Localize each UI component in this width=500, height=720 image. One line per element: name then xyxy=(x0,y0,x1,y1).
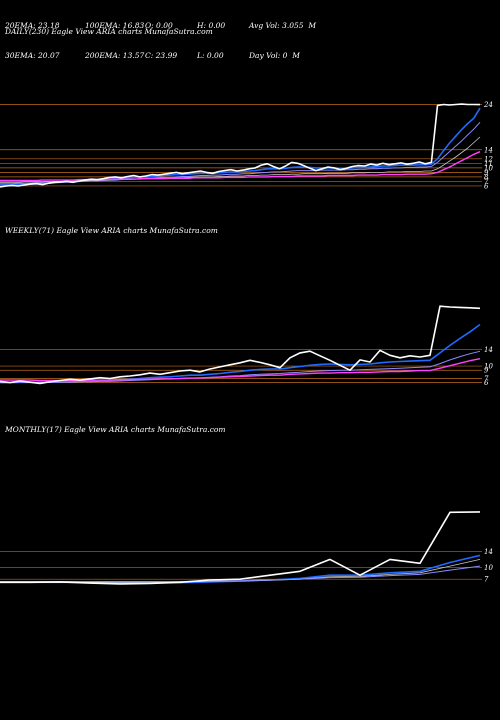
daily-ema-long-line xyxy=(0,151,481,182)
daily-y-tick-label: 10 xyxy=(484,164,493,172)
weekly-y-tick-label: 10 xyxy=(484,363,493,371)
stat-30ema: 30EMA: 20.07 xyxy=(5,51,60,60)
weekly-price-line xyxy=(0,305,481,385)
weekly-y-tick-label: 7 xyxy=(484,375,489,383)
monthly-panel: 14 10 7 xyxy=(0,511,493,585)
stat-200ema: 200EMA: 13.57 xyxy=(85,51,145,60)
daily-y-tick-label: 12 xyxy=(484,155,493,163)
daily-y-tick-label: 11 xyxy=(484,160,493,168)
weekly-panel-title: WEEKLY(71) Eagle View ARIA charts Munafa… xyxy=(5,226,218,235)
weekly-ema-medium-line xyxy=(0,350,481,384)
monthly-ema-medium-line xyxy=(0,565,481,582)
stat-close: C: 23.99 xyxy=(145,51,178,60)
header-row-2: 30EMA: 20.07 200EMA: 13.57C: 23.99 L: 0.00… xyxy=(5,51,329,61)
daily-y-tick-label: 8 xyxy=(484,173,489,181)
daily-y-tick-label: 6 xyxy=(484,182,489,190)
daily-price-line xyxy=(0,103,481,188)
stat-avg-vol: Avg Vol: 3.055 M xyxy=(249,21,317,30)
monthly-y-tick-label: 14 xyxy=(484,548,493,556)
stat-low: L: 0.00 xyxy=(197,51,224,60)
monthly-y-tick-label: 10 xyxy=(484,564,493,572)
stat-20ema: 20EMA: 23.18 xyxy=(5,21,60,30)
weekly-y-tick-label: 14 xyxy=(484,346,493,354)
header-stats: 20EMA: 23.18 100EMA: 16.83O: 0.00 H: 0.00 A… xyxy=(5,1,329,71)
monthly-panel-title: MONTHLY(17) Eagle View ARIA charts Munaf… xyxy=(5,425,226,434)
header-row-1: 20EMA: 23.18 100EMA: 16.83O: 0.00 H: 0.00 A… xyxy=(5,21,329,31)
stat-100ema: 100EMA: 16.83 xyxy=(85,21,145,30)
daily-y-tick-label: 7 xyxy=(484,178,489,186)
daily-panel-title: DAILY(230) Eagle View ARIA charts Munafa… xyxy=(5,27,213,36)
daily-ema-grey-line xyxy=(0,136,481,183)
stat-high: H: 0.00 xyxy=(197,21,226,30)
monthly-y-tick-label: 7 xyxy=(484,576,489,584)
daily-y-tick-label: 24 xyxy=(483,101,493,109)
weekly-ema-short-line xyxy=(0,323,481,384)
daily-y-tick-label: 9 xyxy=(484,169,489,177)
weekly-y-tick-label: 6 xyxy=(484,379,489,387)
monthly-price-line xyxy=(0,511,481,585)
stat-open: O: 0.00 xyxy=(145,21,173,30)
stat-day-vol: Day Vol: 0 M xyxy=(249,51,300,60)
daily-y-tick-label: 14 xyxy=(484,146,493,154)
weekly-y-tick-label: 9 xyxy=(484,367,489,375)
